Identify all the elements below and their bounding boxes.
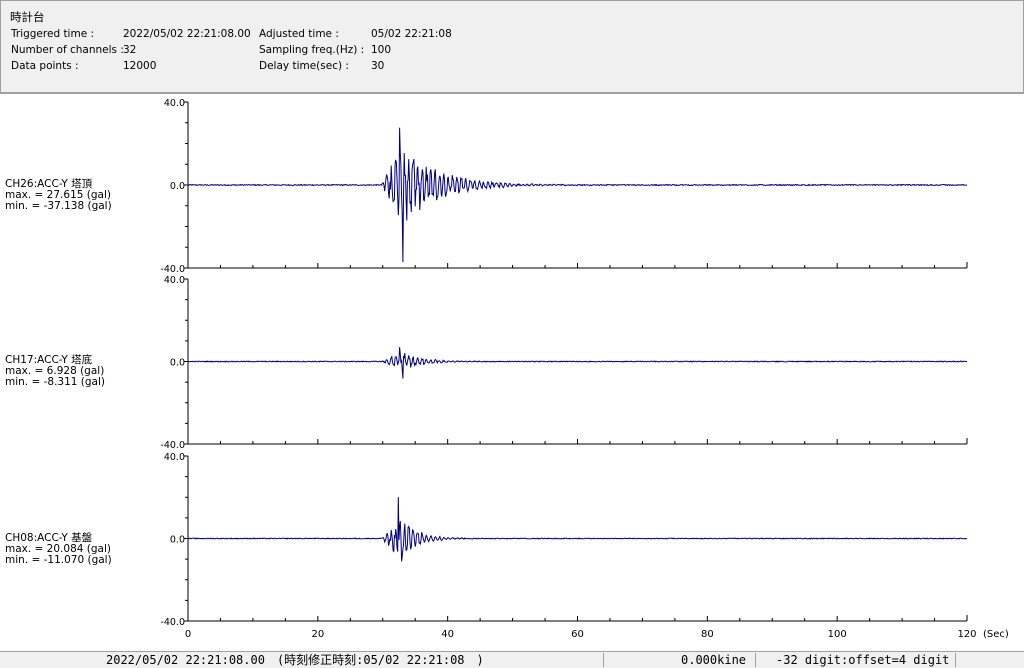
y-tick-label: 40.0 [164, 275, 185, 286]
x-tick-label: 20 [311, 629, 324, 640]
delay-time-label: Delay time(sec) : [259, 60, 349, 72]
x-tick-label: 80 [701, 629, 714, 640]
status-divider [955, 653, 956, 667]
x-tick-label: 40 [441, 629, 454, 640]
x-tick-label: 60 [571, 629, 584, 640]
sampling-freq-label: Sampling freq.(Hz) : [259, 44, 365, 56]
x-tick-label: 0 [185, 629, 191, 640]
window-title: 時計台 [10, 10, 45, 24]
adjusted-time-label: Adjusted time : [259, 28, 339, 40]
channel-min: min. = -8.311 (gal) [5, 376, 106, 388]
channel-info-ch17: CH17:ACC-Y 塔底 max. = 6.928 (gal) min. = … [5, 355, 105, 388]
channel-info-ch26: CH26:ACC-Y 塔頂 max. = 27.615 (gal) min. =… [5, 179, 112, 212]
channel-min: min. = -37.138 (gal) [5, 200, 112, 212]
y-tick-label: 40.0 [164, 98, 185, 109]
channel-name: CH17:ACC-Y 塔底 [5, 354, 93, 366]
x-tick-label: 120 [957, 629, 976, 640]
y-tick-label: -40.0 [160, 264, 185, 275]
status-velocity: 0.000kine [681, 653, 747, 667]
y-tick-label: 0.0 [170, 358, 185, 369]
y-tick-label: -40.0 [160, 440, 185, 451]
channel-name: CH08:ACC-Y 基盤 [5, 532, 93, 544]
channel-max: max. = 20.084 (gal) [5, 543, 111, 555]
num-channels-value: 32 [123, 44, 137, 56]
y-tick-label: -40.0 [160, 617, 185, 628]
data-points-value: 12000 [123, 60, 157, 72]
channel-info-ch08: CH08:ACC-Y 基盤 max. = 20.084 (gal) min. =… [5, 533, 112, 566]
waveform-chart: 40.00.0-40.040.00.0-40.040.00.0-40.00 20 4… [160, 98, 1009, 640]
waveform-plot-area[interactable]: CH26:ACC-Y 塔頂 max. = 27.615 (gal) min. =… [0, 93, 1024, 652]
status-digit-offset: -32 digit:offset=4 digit [776, 653, 950, 667]
x-tick-label: 100 [828, 629, 847, 640]
status-datetime: 2022/05/02 22:21:08.00 (時刻修正時刻:05/02 22:… [106, 653, 484, 667]
y-tick-label: 40.0 [164, 452, 185, 463]
series-line [187, 347, 968, 379]
series-line [187, 497, 967, 562]
sampling-freq-value: 100 [371, 44, 392, 56]
channel-min: min. = -11.070 (gal) [5, 554, 112, 566]
triggered-time-label: Triggered time : [11, 28, 95, 40]
status-bar: 2022/05/02 22:21:08.00 (時刻修正時刻:05/02 22:… [0, 651, 1024, 668]
series-line [187, 127, 968, 263]
adjusted-time-value: 05/02 22:21:08 [371, 28, 452, 40]
channel-name: CH26:ACC-Y 塔頂 [5, 178, 93, 190]
status-divider [603, 653, 604, 667]
y-tick-label: 0.0 [170, 181, 185, 192]
channel-max: max. = 6.928 (gal) [5, 365, 105, 377]
x-axis-label: (Sec) [983, 629, 1009, 640]
y-tick-label: 0.0 [170, 535, 185, 546]
status-divider [755, 653, 756, 667]
num-channels-label: Number of channels : [11, 44, 124, 56]
delay-time-value: 30 [371, 60, 385, 72]
triggered-time-value: 2022/05/02 22:21:08.00 [123, 28, 251, 40]
channel-max: max. = 27.615 (gal) [5, 189, 111, 201]
header-panel: 時計台 Triggered time : 2022/05/02 22:21:08… [0, 0, 1024, 93]
data-points-label: Data points : [11, 60, 79, 72]
